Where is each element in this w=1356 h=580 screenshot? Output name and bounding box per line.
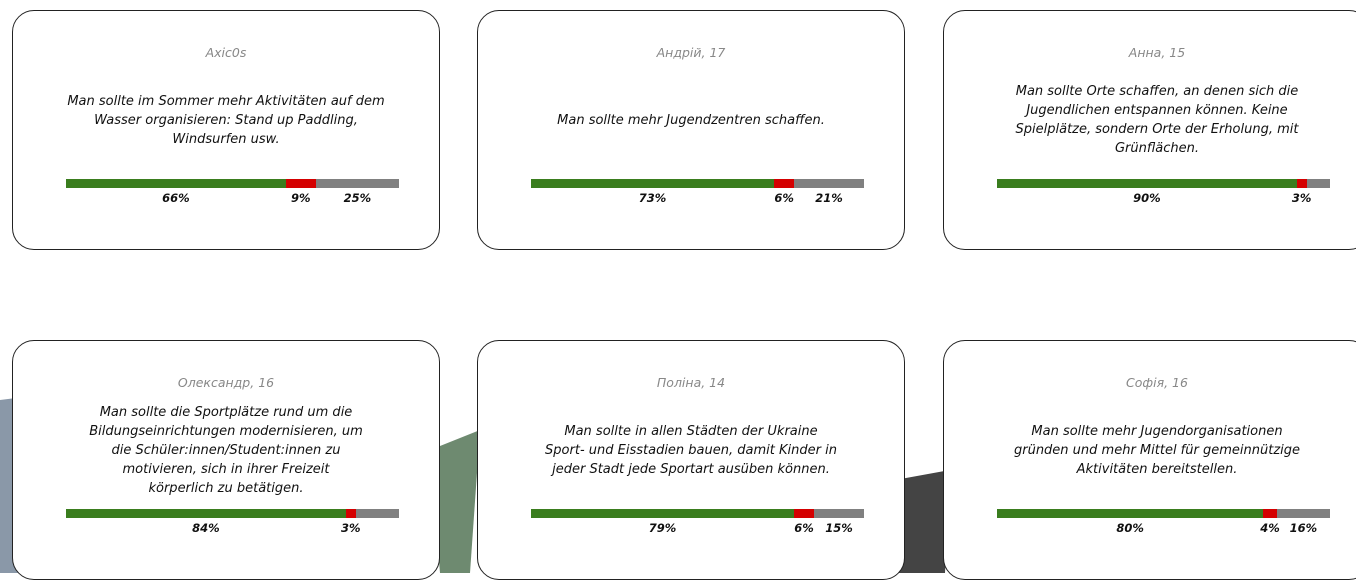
percent-label: 90% [1133,191,1161,205]
percent-label: 6% [794,521,814,535]
bar-segment [531,179,775,188]
text-line: Windsurfen usw. [172,131,280,147]
text-line: Man sollte Orte schaffen, an denen sich … [1015,84,1299,99]
bar-segment [997,179,1297,188]
text-line: Man sollte mehr Jugendorganisationen [1031,423,1283,439]
author: Поліна, 14 [656,375,726,390]
text-line: Sport- und Eisstadien bauen, damit Kinde… [545,442,837,458]
bar-segment [814,509,864,518]
text-line: Spielplätze, sondern Orte der Erholung, … [1015,122,1299,137]
text-line: Man sollte mehr Jugendzentren schaffen. [557,112,825,128]
vote-bar [66,509,399,518]
text-line: Man sollte in allen Städten der Ukraine [564,423,818,439]
bg-shape [430,430,480,573]
suggestion-text: Man sollte in allen Städten der Ukraine S… [488,396,894,504]
card: Софія, 16 Man sollte mehr Jugendorganisat… [943,340,1356,580]
bar-segment [1306,179,1330,188]
text-line: jeder Stadt jede Sportart ausüben können… [552,461,830,477]
percent-label: 79% [648,521,677,535]
vote-bar [66,179,399,188]
bar-segment [794,179,864,188]
bar-segment [66,179,286,188]
vote-bar [997,179,1330,188]
vote-bar [997,509,1330,518]
bar-segment [1263,509,1277,518]
percent-label: 15% [825,521,853,535]
bar-segment [66,509,346,518]
bar-segment [345,509,356,518]
suggestion-text: Man sollte Orte schaffen, an denen sich … [954,66,1356,174]
text-line: Man sollte im Sommer mehr Aktivitäten au… [67,93,385,109]
bg-shape [890,470,950,573]
bar-segment [794,509,815,518]
bar-segment [315,179,399,188]
percent-label: 3% [1291,191,1312,205]
author: Андрій, 17 [656,45,726,60]
percent-label: 4% [1260,521,1280,535]
suggestion-text: Man sollte die Sportplätze rund um die Bi… [23,396,429,504]
text-line: Jugendlichen entspannen können. Keine [1026,103,1288,118]
text-line: Grünflächen. [1114,141,1200,156]
card: Поліна, 14 Man sollte in allen Städten de… [477,340,905,580]
author: Axic0s [205,45,247,60]
bar-segment [997,509,1264,518]
text-line: Bildungseinrichtungen modernisieren, um [89,423,363,439]
text-line: gründen und mehr Mittel für gemeinnützig… [1013,442,1301,458]
bar-segment [1296,179,1307,188]
card: Андрій, 17 Man sollte mehr Jugendzentren … [477,10,905,250]
percent-label: 9% [290,191,311,205]
bar-segment [285,179,316,188]
bar-segment [531,509,795,518]
card: Олександр, 16 Man sollte die Sportplätze … [12,340,440,580]
suggestion-text: Man sollte mehr Jugendorganisationen grün… [954,396,1356,504]
suggestion-text: Man sollte mehr Jugendzentren schaffen. [488,66,894,174]
text-line: körperlich zu betätigen. [148,480,304,496]
percent-label: 21% [815,191,843,205]
percent-label: 6% [774,191,794,205]
vote-bar [531,179,864,188]
text-line: Man sollte die Sportplätze rund um die [99,404,353,420]
bar-segment [774,179,795,188]
author: Софія, 16 [1126,375,1188,390]
text-line: die Schüler:innen/Student:innen zu [111,442,341,458]
author: Олександр, 16 [177,375,275,390]
percent-label: 66% [162,191,190,205]
percent-label: 73% [638,191,667,205]
bar-segment [355,509,399,518]
percent-label: 80% [1116,521,1144,535]
text-line: motivieren, sich in ihrer Freizeit [122,461,330,477]
author: Анна, 15 [1128,45,1186,60]
percent-label: 25% [343,191,372,205]
suggestion-text: Man sollte im Sommer mehr Aktivitäten au… [23,66,429,174]
card: Axic0s Man sollte im Sommer mehr Aktivitä… [12,10,440,250]
card: Анна, 15 Man sollte Orte schaffen, an den… [943,10,1356,250]
text-line: Aktivitäten bereitstellen. [1076,461,1238,477]
percent-label: 3% [340,521,361,535]
vote-bar [531,509,864,518]
text-line: Wasser organisieren: Stand up Paddling, [94,112,358,128]
percent-label: 84% [192,521,220,535]
bar-segment [1276,509,1330,518]
percent-label: 16% [1289,521,1318,535]
